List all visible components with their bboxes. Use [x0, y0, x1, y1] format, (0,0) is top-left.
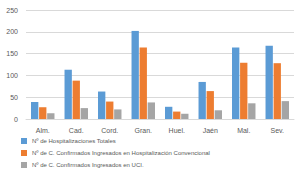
svg-text:Jaén: Jaén — [203, 127, 218, 134]
svg-text:0: 0 — [14, 116, 18, 123]
svg-text:150: 150 — [6, 50, 18, 57]
svg-text:50: 50 — [10, 94, 18, 101]
svg-text:Mal.: Mal. — [237, 127, 250, 134]
svg-text:Nº de C. Confirmados Ingresado: Nº de C. Confirmados Ingresados en UCI. — [32, 162, 144, 168]
svg-text:Cord.: Cord. — [101, 127, 118, 134]
svg-text:200: 200 — [6, 28, 18, 35]
svg-text:Alm.: Alm. — [36, 127, 50, 134]
svg-text:100: 100 — [6, 72, 18, 79]
svg-text:Nº de Hospitalizaciones Totale: Nº de Hospitalizaciones Totales — [32, 138, 116, 144]
svg-text:Cad.: Cad. — [69, 127, 84, 134]
svg-text:Huel.: Huel. — [169, 127, 185, 134]
svg-text:Gran.: Gran. — [134, 127, 152, 134]
svg-text:250: 250 — [6, 7, 18, 14]
svg-text:Sev.: Sev. — [271, 127, 285, 134]
svg-text:Nº de C. Confirmados Ingresado: Nº de C. Confirmados Ingresados en Hospi… — [32, 150, 210, 156]
